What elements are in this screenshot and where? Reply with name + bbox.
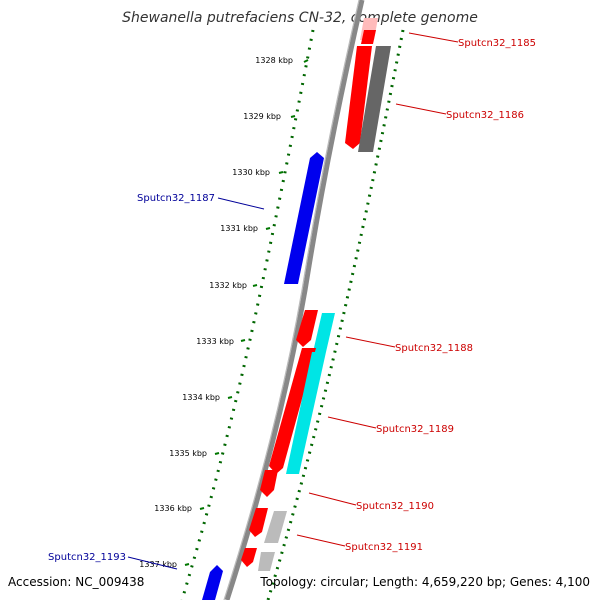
tick-label-1336: 1336 kbp	[154, 504, 192, 513]
leader-line-1193	[127, 556, 178, 570]
footer-topology: Topology: circular; Length: 4,659,220 bp…	[259, 575, 590, 589]
leader-line-1189	[327, 416, 377, 429]
tick-mark	[199, 507, 205, 510]
leader-line-1190	[308, 492, 357, 506]
gene-label-1193[interactable]: Sputcn32_1193	[48, 552, 126, 563]
leader-line-1186	[395, 103, 447, 115]
tick-mark	[227, 396, 233, 399]
gene-1192[interactable]	[241, 548, 257, 567]
tick-mark	[303, 59, 309, 63]
gene-1188[interactable]	[296, 310, 318, 347]
gene-1187[interactable]	[284, 152, 324, 284]
leader-line-1191	[296, 534, 346, 547]
genome-backbone	[224, 0, 365, 600]
tick-marks	[184, 59, 309, 566]
gene-1189[interactable]	[269, 348, 316, 474]
gene-1192-gray-feature[interactable]	[258, 552, 275, 571]
gene-1191[interactable]	[249, 508, 268, 537]
label-leader-lines	[127, 32, 459, 570]
tick-mark	[290, 115, 296, 118]
gene-1186[interactable]	[345, 46, 372, 149]
tick-mark	[265, 227, 271, 230]
leader-line-1188	[345, 336, 396, 348]
genome-backbone-highlight	[223, 0, 360, 600]
tick-mark	[184, 563, 190, 566]
tick-label-1333: 1333 kbp	[196, 337, 234, 346]
gene-1189-cyan-feature[interactable]	[286, 352, 326, 474]
tick-mark	[214, 452, 220, 455]
map-title: Shewanella putrefaciens CN-32, complete …	[122, 10, 478, 26]
tick-label-1334: 1334 kbp	[182, 393, 220, 402]
tick-mark	[240, 339, 246, 342]
gene-label-1191[interactable]: Sputcn32_1191	[345, 542, 423, 553]
gene-label-1190[interactable]: Sputcn32_1190	[356, 501, 434, 512]
leader-line-1185	[408, 32, 459, 43]
gene-label-1188[interactable]: Sputcn32_1188	[395, 343, 473, 354]
inner-dotted-ring	[180, 29, 315, 600]
tick-label-1331: 1331 kbp	[220, 224, 258, 233]
footer-accession-backdrop	[0, 570, 160, 592]
leader-line-1187	[217, 197, 265, 210]
gene-1190[interactable]	[260, 470, 278, 497]
tick-label-1332: 1332 kbp	[209, 281, 247, 290]
gene-1188-cyan-feature[interactable]	[313, 313, 335, 352]
gene-1193[interactable]	[202, 565, 223, 600]
tick-mark	[252, 284, 258, 287]
tick-label-1335: 1335 kbp	[169, 449, 207, 458]
gene-label-1187[interactable]: Sputcn32_1187	[137, 193, 215, 204]
tick-mark	[278, 171, 284, 174]
gene-1186-gray-feature[interactable]	[358, 46, 391, 152]
footer-accession: Accession: NC_009438	[8, 575, 144, 589]
tick-label-1328: 1328 kbp	[255, 56, 293, 65]
gene-label-1185[interactable]: Sputcn32_1185	[458, 38, 536, 49]
gene-label-1186[interactable]: Sputcn32_1186	[446, 110, 524, 121]
gene-1191-gray-feature[interactable]	[264, 511, 287, 543]
gene-1185-core[interactable]	[361, 30, 376, 44]
tick-label-1330: 1330 kbp	[232, 168, 270, 177]
tick-label-1329: 1329 kbp	[243, 112, 281, 121]
gene-label-1189[interactable]: Sputcn32_1189	[376, 424, 454, 435]
